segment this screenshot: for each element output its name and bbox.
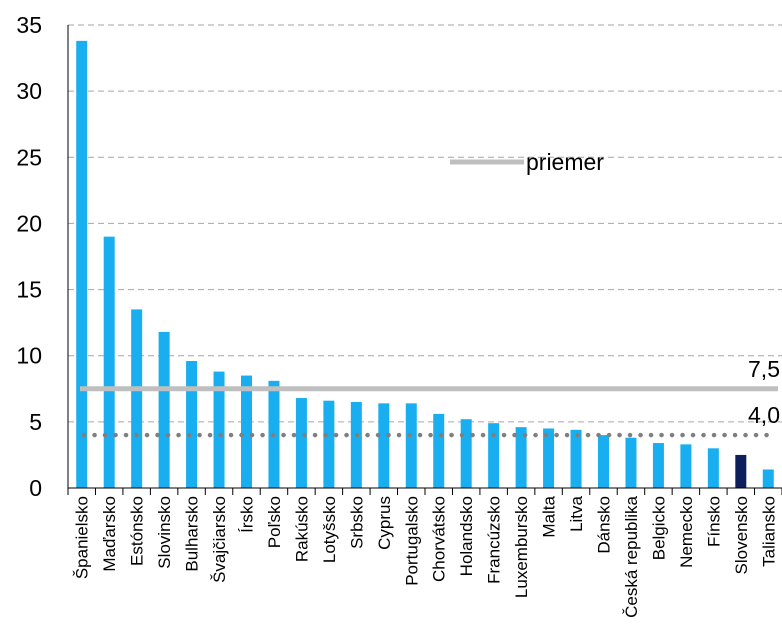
y-tick-label: 25 [16, 144, 42, 170]
reference-lines: 7,5 4,0 [80, 356, 780, 438]
y-tick-label: 20 [16, 210, 42, 236]
x-category-label: Slovensko [732, 496, 751, 574]
x-category-label: Česká republika [622, 495, 641, 617]
bar [460, 419, 472, 488]
bar [186, 361, 198, 488]
x-category-label: Dánsko [595, 496, 614, 554]
x-category-label: Malta [540, 495, 559, 537]
legend: priemer [450, 149, 604, 175]
bar [131, 309, 143, 488]
x-category-label: Litva [567, 495, 586, 531]
x-category-label: Nemecko [677, 496, 696, 568]
x-category-label: Maďarsko [100, 496, 119, 572]
x-category-label: Holandsko [457, 496, 476, 576]
bar [543, 428, 555, 488]
bar [707, 448, 719, 488]
bar [323, 400, 335, 488]
x-category-label: Španielsko [73, 496, 92, 579]
x-category-label: Írsko [238, 496, 257, 533]
y-axis: 0 5 10 15 20 25 30 35 [16, 12, 69, 501]
bar [350, 402, 362, 488]
bar [680, 444, 692, 488]
x-category-label: Lotyšsko [320, 496, 339, 563]
bar [515, 427, 527, 488]
x-category-label: Belgicko [649, 496, 668, 560]
y-tick-label: 10 [16, 343, 42, 369]
y-tick-label: 35 [16, 12, 42, 38]
bar [735, 454, 747, 488]
y-tick-label: 0 [29, 475, 42, 501]
x-category-label: Rakúsko [292, 496, 311, 562]
x-category-label: Luxembursko [512, 496, 531, 598]
x-category-label: Slovinsko [155, 496, 174, 569]
x-category-label: Francúzsko [485, 496, 504, 584]
bar [433, 413, 445, 488]
grid-lines [68, 24, 782, 423]
x-category-label: Bulharsko [183, 496, 202, 572]
bar [488, 423, 500, 488]
x-category-label: Poľsko [265, 496, 284, 548]
bar [625, 437, 637, 488]
x-category-label: Švajčiarsko [210, 496, 229, 583]
y-tick-label: 30 [16, 78, 42, 104]
bar [76, 40, 88, 488]
legend-label: priemer [526, 149, 604, 175]
bars [76, 40, 774, 488]
x-category-label: Cyprus [375, 496, 394, 550]
x-category-label: Portugalsko [402, 496, 421, 586]
y-tick-label: 15 [16, 277, 42, 303]
x-category-label: Chorvátsko [430, 496, 449, 582]
bar [378, 403, 390, 488]
bar [103, 236, 115, 488]
bar [405, 403, 417, 488]
y-tick-label: 5 [29, 409, 42, 435]
x-category-label: Fínsko [704, 496, 723, 547]
x-category-label: Srbsko [347, 496, 366, 549]
bar [652, 443, 664, 488]
bar [762, 469, 774, 488]
x-category-label: Estónsko [128, 496, 147, 566]
x-axis: Španielsko Maďarsko Estónsko Slovinsko Bulha… [67, 487, 782, 618]
x-category-label: Taliansko [759, 496, 778, 567]
bar [213, 371, 225, 488]
reference-line-label: 4,0 [748, 402, 780, 428]
bar [158, 331, 170, 488]
bar [241, 375, 252, 488]
reference-line-label: 7,5 [748, 356, 780, 382]
bar [570, 429, 582, 488]
bar [598, 435, 609, 488]
bar [295, 398, 307, 488]
